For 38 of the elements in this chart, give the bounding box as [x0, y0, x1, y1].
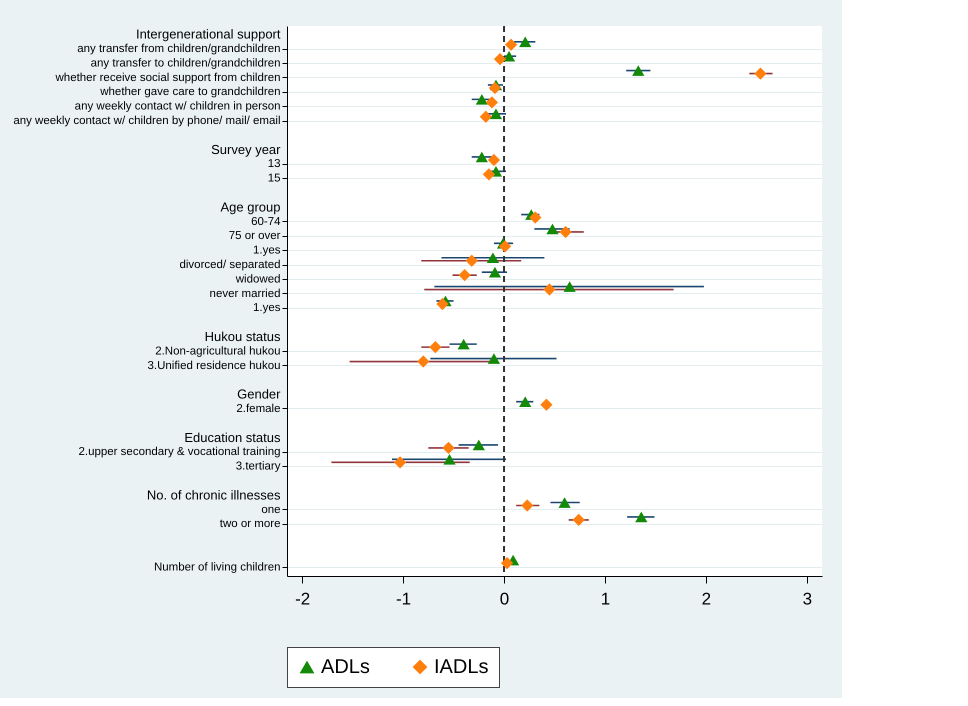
y-tick-label: Gender: [237, 386, 282, 402]
y-tick-label: any transfer to children/grandchildren: [90, 57, 280, 70]
y-tick-label: any weekly contact w/ children by phone/ mail/ email: [13, 115, 280, 128]
x-tick-label: 1: [600, 590, 610, 608]
y-tick-label: any weekly contact w/ children in person: [74, 100, 280, 113]
y-tick-label: 2.female: [236, 402, 280, 415]
y-tick-label: any transfer from children/grandchildren: [77, 43, 280, 56]
y-tick-label: No. of chronic illnesses: [146, 487, 281, 502]
y-tick-label: whether receive social support from children: [54, 72, 280, 84]
legend-label: ADLs: [321, 656, 370, 678]
y-tick-label: 60-74: [251, 216, 282, 228]
x-tick-label: 2: [702, 590, 712, 608]
y-tick-label: one: [261, 504, 280, 516]
x-tick-label: -2: [295, 590, 310, 608]
y-tick-label: 3.tertiary: [236, 460, 281, 473]
y-tick-label: Hukou status: [204, 328, 281, 344]
y-tick-label: whether gave care to grandchildren: [99, 86, 280, 98]
y-tick-label: Number of living children: [154, 561, 280, 574]
y-tick-label: widowed: [234, 273, 280, 286]
y-tick-label: 1.yes: [253, 244, 281, 257]
y-tick-label: 2.upper secondary & vocational training: [78, 446, 280, 458]
y-tick-label: 2.Non-agricultural hukou: [155, 345, 280, 358]
y-tick-label: Intergenerational support: [136, 26, 281, 42]
y-tick-label: 13: [268, 158, 280, 170]
y-tick-label: 3.Unified residence hukou: [148, 360, 280, 372]
y-tick-label: Age group: [220, 199, 280, 214]
y-tick-label: Survey year: [211, 142, 282, 157]
y-tick-label: Education status: [184, 430, 281, 445]
y-tick-label: 15: [268, 172, 280, 185]
legend-label: IADLs: [434, 656, 488, 678]
y-tick-label: never married: [210, 288, 280, 300]
x-tick-label: 3: [802, 590, 812, 608]
x-tick-label: 0: [500, 590, 510, 608]
y-tick-label: two or more: [220, 518, 280, 530]
y-tick-label: 75 or over: [228, 230, 281, 242]
x-tick-label: -1: [396, 590, 412, 608]
y-tick-label: 1.yes: [253, 302, 281, 314]
y-tick-label: divorced/ separated: [179, 259, 280, 272]
